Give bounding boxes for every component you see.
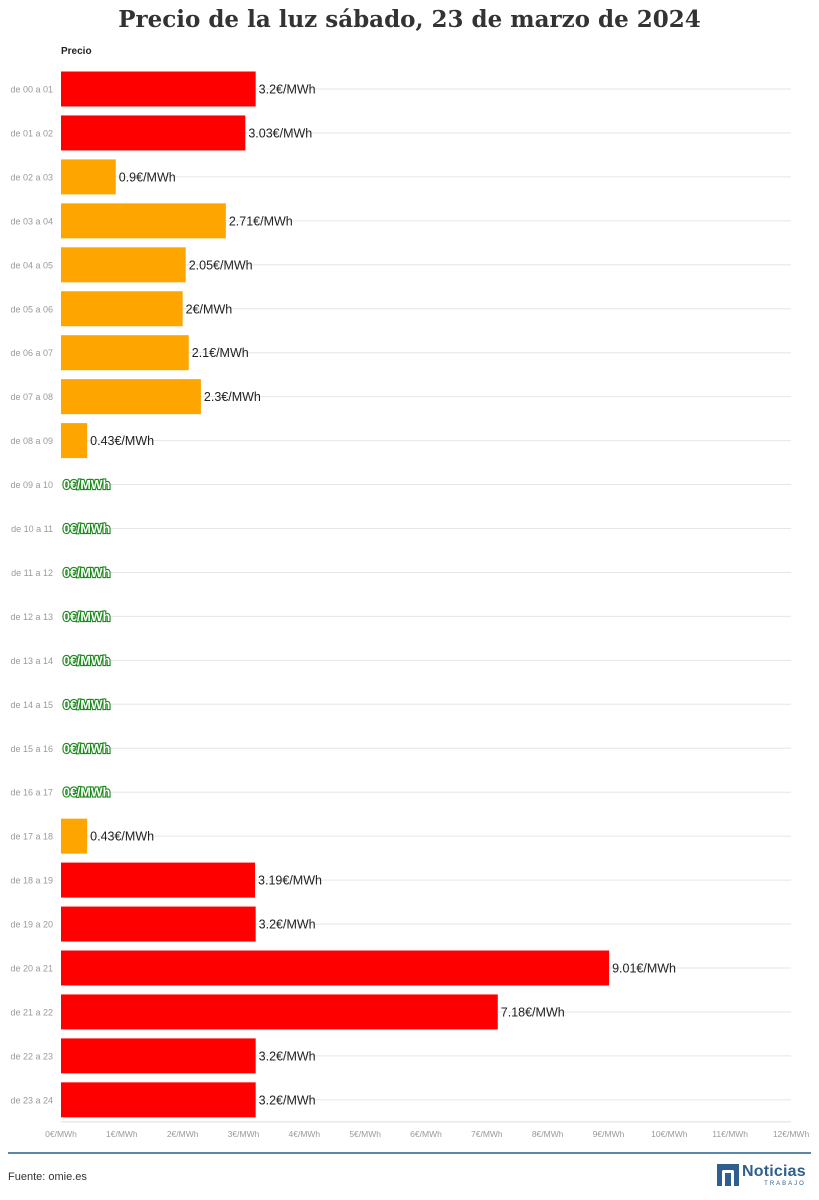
bar	[61, 1038, 256, 1074]
data-label: 2.1€/MWh	[192, 346, 249, 360]
category-label: de 23 a 24	[10, 1095, 53, 1105]
category-label: de 08 a 09	[10, 436, 53, 446]
category-label: de 01 a 02	[10, 128, 53, 138]
data-label: 3.19€/MWh	[258, 874, 322, 888]
logo-text: Noticias	[742, 1163, 806, 1180]
bar	[61, 818, 88, 854]
data-label: 0€/MWh	[63, 610, 110, 624]
category-label: de 04 a 05	[10, 260, 53, 270]
category-label: de 09 a 10	[10, 480, 53, 490]
x-tick-label: 0€/MWh	[45, 1129, 77, 1139]
bar	[61, 247, 186, 283]
category-label: de 05 a 06	[10, 304, 53, 314]
data-label: 2.3€/MWh	[204, 390, 261, 404]
data-label: 0€/MWh	[63, 478, 110, 492]
footer-divider	[8, 1152, 811, 1154]
bar	[61, 71, 256, 107]
category-label: de 12 a 13	[10, 612, 53, 622]
chart-title: Precio de la luz sábado, 23 de marzo de …	[118, 6, 701, 33]
source-text: Fuente: omie.es	[8, 1171, 87, 1183]
data-label: 7.18€/MWh	[501, 1005, 565, 1019]
category-label: de 20 a 21	[10, 964, 53, 974]
bar	[61, 1082, 256, 1118]
x-tick-label: 3€/MWh	[228, 1129, 260, 1139]
category-label: de 13 a 14	[10, 656, 53, 666]
category-label: de 02 a 03	[10, 172, 53, 182]
data-label: 3.2€/MWh	[259, 83, 316, 97]
x-tick-label: 4€/MWh	[289, 1129, 321, 1139]
category-label: de 14 a 15	[10, 700, 53, 710]
bar	[61, 994, 498, 1030]
category-label: de 00 a 01	[10, 85, 53, 95]
bar-chart: de 00 a 01 3.2€/MWh de 01 a 02 3.03€/MWh de …	[10, 71, 810, 1139]
category-label: de 22 a 23	[10, 1051, 53, 1061]
data-label: 0€/MWh	[63, 786, 110, 800]
bar	[61, 379, 201, 415]
data-label: 3.2€/MWh	[259, 1093, 316, 1107]
category-label: de 03 a 04	[10, 216, 53, 226]
bar	[61, 291, 183, 327]
data-label: 0€/MWh	[63, 522, 110, 536]
x-tick-label: 9€/MWh	[593, 1129, 625, 1139]
data-label: 0.43€/MWh	[90, 434, 154, 448]
category-label: de 16 a 17	[10, 788, 53, 798]
bar	[61, 423, 88, 459]
x-tick-label: 2€/MWh	[167, 1129, 199, 1139]
data-label: 2€/MWh	[186, 302, 233, 316]
data-label: 9.01€/MWh	[612, 962, 676, 976]
data-label: 2.71€/MWh	[229, 214, 293, 228]
category-label: de 19 a 20	[10, 920, 53, 930]
data-label: 3.2€/MWh	[259, 918, 316, 932]
bar	[61, 159, 116, 195]
x-tick-label: 10€/MWh	[651, 1129, 688, 1139]
publisher-logo: Noticias TRABAJO	[717, 1164, 806, 1188]
bar	[61, 115, 246, 151]
category-label: de 17 a 18	[10, 832, 53, 842]
bar	[61, 335, 189, 371]
x-tick-label: 5€/MWh	[349, 1129, 381, 1139]
category-label: de 21 a 22	[10, 1007, 53, 1017]
category-label: de 18 a 19	[10, 876, 53, 886]
data-label: 2.05€/MWh	[189, 258, 253, 272]
data-label: 0.43€/MWh	[90, 830, 154, 844]
data-label: 0€/MWh	[63, 742, 110, 756]
bar	[61, 203, 226, 239]
series-label: Precio	[61, 46, 92, 57]
category-label: de 15 a 16	[10, 744, 53, 754]
data-label: 0€/MWh	[63, 566, 110, 580]
bar	[61, 906, 256, 942]
category-label: de 06 a 07	[10, 348, 53, 358]
data-label: 3.03€/MWh	[248, 126, 312, 140]
x-tick-label: 7€/MWh	[471, 1129, 503, 1139]
x-tick-label: 6€/MWh	[410, 1129, 442, 1139]
data-label: 0.9€/MWh	[119, 170, 176, 184]
x-tick-label: 8€/MWh	[532, 1129, 564, 1139]
logo-subtext: TRABAJO	[764, 1181, 806, 1187]
bar	[61, 950, 610, 986]
x-tick-label: 1€/MWh	[106, 1129, 138, 1139]
x-tick-label: 12€/MWh	[773, 1129, 810, 1139]
bar	[61, 862, 256, 898]
logo-mark-icon	[717, 1164, 739, 1186]
data-label: 0€/MWh	[63, 698, 110, 712]
x-tick-label: 11€/MWh	[712, 1129, 748, 1139]
data-label: 0€/MWh	[63, 654, 110, 668]
category-label: de 07 a 08	[10, 392, 53, 402]
data-label: 3.2€/MWh	[259, 1049, 316, 1063]
category-label: de 11 a 12	[11, 568, 53, 578]
category-label: de 10 a 11	[11, 524, 53, 534]
